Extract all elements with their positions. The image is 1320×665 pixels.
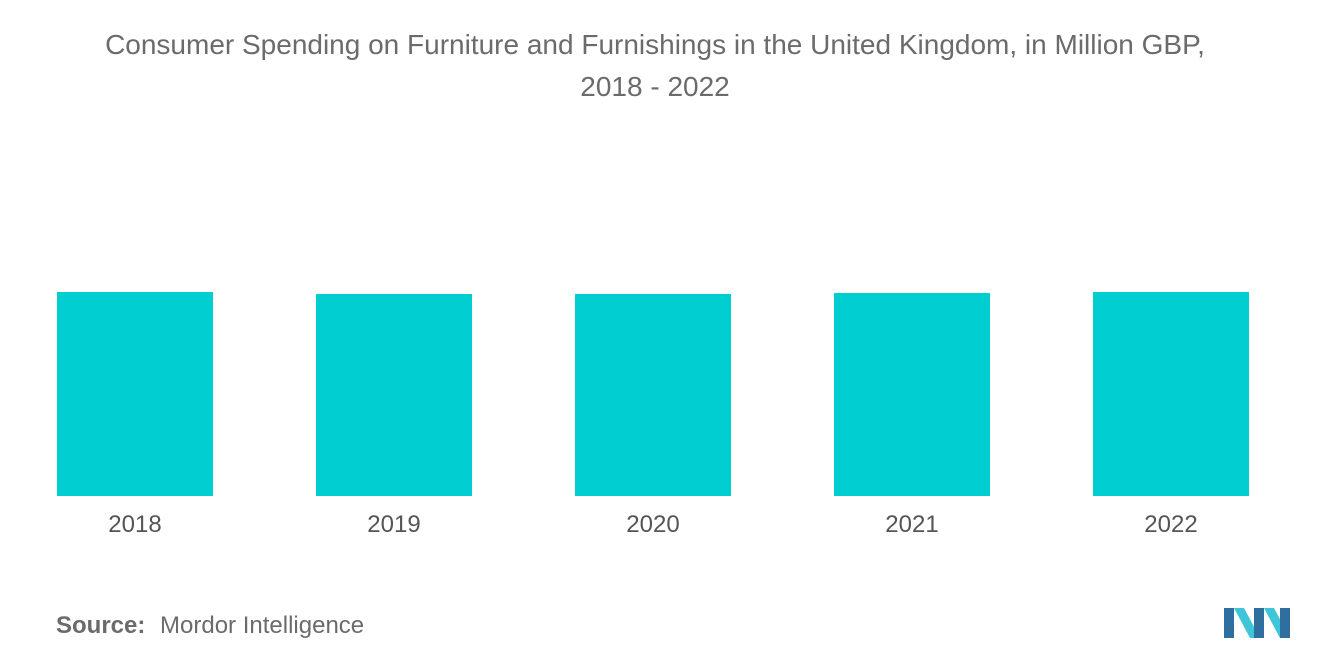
source-note: Source: Mordor Intelligence [56, 612, 364, 640]
mordor-intelligence-logo [1224, 608, 1290, 638]
bar-2022 [1093, 292, 1249, 496]
x-tick-label-2020: 2020 [626, 511, 679, 538]
chart-title: Consumer Spending on Furniture and Furni… [0, 24, 1310, 108]
bar-2018 [57, 292, 213, 496]
x-tick-label-2018: 2018 [108, 511, 161, 538]
bar-2019 [316, 294, 472, 496]
bar-2021 [834, 293, 990, 496]
x-tick-label-2022: 2022 [1144, 511, 1197, 538]
bar-chart: 2018 2019 2020 2021 2022 [57, 292, 1249, 538]
chart-title-line-2: 2018 - 2022 [580, 71, 730, 102]
chart-title-line-1: Consumer Spending on Furniture and Furni… [105, 29, 1205, 60]
source-label: Source: [56, 612, 146, 639]
x-tick-label-2019: 2019 [367, 511, 420, 538]
source-value: Mordor Intelligence [160, 612, 365, 639]
bar-2020 [575, 294, 731, 496]
x-tick-label-2021: 2021 [885, 511, 938, 538]
